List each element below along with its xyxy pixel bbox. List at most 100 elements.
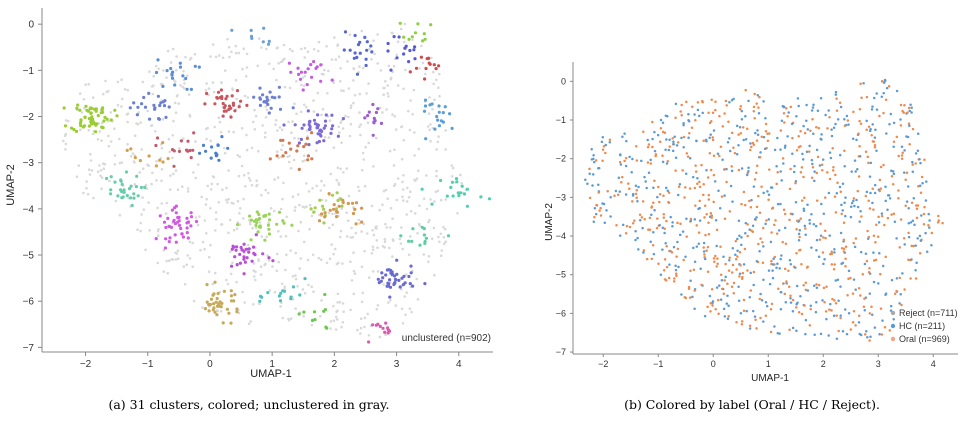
unclustered-point <box>126 143 129 146</box>
cluster-3-point <box>170 76 175 80</box>
unclustered-point <box>401 180 404 184</box>
panel-a-caption: (a) 31 clusters, colored; unclustered in… <box>108 397 389 412</box>
unclustered-point <box>280 128 284 132</box>
hc-point <box>832 314 836 317</box>
cluster-12-point <box>341 117 345 121</box>
unclustered-point <box>293 137 296 140</box>
unclustered-point <box>451 166 455 170</box>
unclustered-point <box>412 88 416 92</box>
oral-point <box>732 146 735 149</box>
cluster-17-point <box>427 56 431 61</box>
unclustered-point <box>378 208 381 212</box>
hc-point <box>863 308 867 312</box>
oral-point <box>826 127 829 130</box>
hc-point <box>695 245 699 248</box>
unclustered-point <box>346 60 349 63</box>
cluster-23-point <box>318 198 322 202</box>
oral-point <box>911 163 914 166</box>
unclustered-point <box>438 240 441 244</box>
unclustered-point <box>118 137 121 141</box>
oral-point <box>666 159 670 163</box>
unclustered-point <box>83 107 86 110</box>
cluster-25-point <box>242 255 246 259</box>
cluster-14-point <box>370 50 374 54</box>
y-tick-label: −6 <box>556 308 566 318</box>
cluster-3-point <box>156 58 160 62</box>
cluster-15-point <box>403 46 407 50</box>
hc-point <box>665 138 668 141</box>
oral-point <box>689 269 692 273</box>
cluster-12-point <box>315 141 319 145</box>
unclustered-point <box>176 188 180 191</box>
unclustered-point <box>373 52 376 56</box>
hc-point <box>795 302 798 306</box>
cluster-8-point <box>216 90 221 94</box>
oral-point <box>879 307 883 310</box>
cluster-29-point <box>384 321 388 325</box>
cluster-22-point <box>256 230 260 234</box>
cluster-24-point <box>351 201 355 205</box>
unclustered-point <box>291 195 295 198</box>
hc-point <box>839 105 843 109</box>
unclustered-point <box>437 86 440 89</box>
hc-point <box>697 242 701 245</box>
cluster-25-point <box>247 247 251 251</box>
oral-point <box>775 232 779 235</box>
unclustered-point <box>439 232 443 236</box>
hc-point <box>740 243 743 247</box>
hc-point <box>829 302 832 306</box>
hc-point <box>817 255 821 258</box>
oral-point <box>868 339 871 342</box>
unclustered-point <box>281 58 285 62</box>
oral-point <box>727 269 731 272</box>
cluster-26-point <box>216 304 220 308</box>
oral-point <box>922 212 926 216</box>
cluster-25-point <box>267 256 271 260</box>
oral-point <box>900 157 904 161</box>
unclustered-point <box>253 275 256 278</box>
unclustered-point <box>275 150 279 153</box>
cluster-7-point <box>226 146 230 150</box>
unclustered-point <box>276 176 280 179</box>
hc-point <box>869 335 872 339</box>
cluster-1-point <box>91 117 95 121</box>
hc-point <box>899 118 902 121</box>
unclustered-point <box>402 87 405 91</box>
oral-point <box>679 110 682 113</box>
unclustered-point <box>350 226 353 230</box>
cluster-16-point <box>421 39 425 43</box>
unclustered-point <box>172 172 175 176</box>
oral-point <box>593 215 596 219</box>
hc-point <box>720 279 724 282</box>
unclustered-point <box>157 228 160 231</box>
oral-point <box>745 127 749 131</box>
oral-point <box>615 223 618 227</box>
cluster-6-point <box>179 139 183 143</box>
hc-point <box>668 138 671 141</box>
unclustered-point <box>319 189 323 192</box>
cluster-2-point <box>122 190 126 194</box>
unclustered-point <box>294 277 298 281</box>
unclustered-point <box>400 307 404 311</box>
cluster-13-point <box>371 102 375 107</box>
cluster-1-point <box>79 119 83 124</box>
hc-point <box>920 214 923 217</box>
unclustered-point <box>383 240 387 243</box>
cluster-5-point <box>158 158 162 162</box>
unclustered-point <box>358 189 361 193</box>
cluster-18-point <box>437 110 441 114</box>
cluster-12-point <box>322 139 326 143</box>
oral-point <box>835 97 838 100</box>
hc-point <box>853 159 857 162</box>
cluster-20-point <box>230 28 234 32</box>
oral-point <box>658 140 662 144</box>
unclustered-point <box>459 173 462 177</box>
hc-point <box>777 229 781 232</box>
unclustered-point <box>239 207 242 210</box>
hc-point <box>756 94 760 97</box>
oral-point <box>649 162 653 165</box>
unclustered-point <box>401 247 405 251</box>
unclustered-point <box>335 178 339 182</box>
unclustered-point <box>327 211 331 215</box>
hc-point <box>689 219 693 223</box>
